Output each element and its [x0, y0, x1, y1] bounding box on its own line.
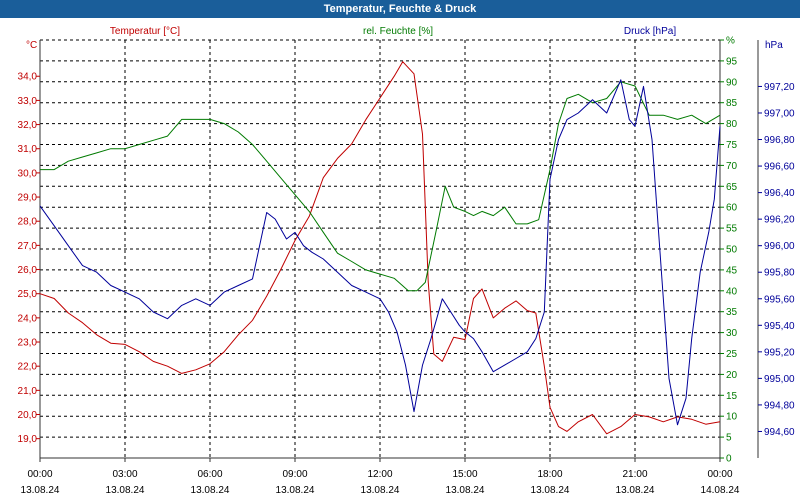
temperature-unit-label: °C — [26, 40, 37, 51]
temperature-tick-label: 25,0 — [18, 289, 38, 300]
humidity-tick-label: 50 — [726, 245, 738, 256]
x-tick-time: 18:00 — [537, 469, 562, 480]
pressure-tick-label: 997,20 — [764, 82, 795, 93]
pressure-tick-label: 994,80 — [764, 400, 795, 411]
temperature-tick-label: 27,0 — [18, 241, 38, 252]
humidity-tick-label: 10 — [726, 412, 738, 423]
humidity-tick-label: 5 — [726, 433, 732, 444]
humidity-tick-label: 85 — [726, 98, 738, 109]
pressure-tick-label: 996,80 — [764, 135, 795, 146]
temperature-tick-label: 29,0 — [18, 193, 38, 204]
humidity-tick-label: 70 — [726, 161, 738, 172]
temperature-tick-label: 32,0 — [18, 120, 38, 131]
pressure-axis-title: Druck [hPa] — [624, 26, 676, 37]
pressure-tick-label: 994,60 — [764, 427, 795, 438]
humidity-tick-label: 15 — [726, 391, 738, 402]
x-tick-date: 13.08.24 — [21, 485, 60, 496]
chart-title: Temperatur, Feuchte & Druck — [0, 0, 800, 18]
series-line-temperature — [39, 61, 721, 435]
humidity-tick-label: 25 — [726, 349, 738, 360]
pressure-tick-label: 996,20 — [764, 215, 795, 226]
axes — [36, 39, 762, 462]
grid — [39, 39, 721, 458]
x-tick-date: 13.08.24 — [191, 485, 230, 496]
x-tick-date: 13.08.24 — [361, 485, 400, 496]
x-tick-time: 06:00 — [197, 469, 222, 480]
temperature-tick-label: 33,0 — [18, 96, 38, 107]
humidity-tick-label: 90 — [726, 77, 738, 88]
pressure-tick-label: 997,00 — [764, 108, 795, 119]
temperature-tick-label: 22,0 — [18, 362, 38, 373]
humidity-tick-label: 0 — [726, 454, 732, 465]
temperature-tick-label: 31,0 — [18, 144, 38, 155]
humidity-tick-label: 45 — [726, 265, 738, 276]
x-tick-time: 09:00 — [282, 469, 307, 480]
temperature-tick-label: 26,0 — [18, 265, 38, 276]
pressure-unit-label: hPa — [765, 40, 783, 51]
axis-labels: 34,0 33,0 32,0 31,0 30,0 29,0 28,0 27,0 26,0 25,0… — [18, 26, 795, 496]
humidity-tick-label: 30 — [726, 328, 738, 339]
temperature-tick-label: 28,0 — [18, 217, 38, 228]
humidity-tick-label: 60 — [726, 203, 738, 214]
humidity-tick-label: 95 — [726, 56, 738, 67]
x-tick-date: 14.08.24 — [701, 485, 740, 496]
temperature-tick-label: 19,0 — [18, 434, 38, 445]
temperature-tick-label: 23,0 — [18, 338, 38, 349]
x-tick-date: 13.08.24 — [616, 485, 655, 496]
x-tick-time: 00:00 — [707, 469, 732, 480]
x-tick-date: 13.08.24 — [106, 485, 145, 496]
x-tick-time: 00:00 — [27, 469, 52, 480]
x-tick-time: 03:00 — [112, 469, 137, 480]
x-tick-date: 13.08.24 — [276, 485, 315, 496]
temperature-tick-label: 30,0 — [18, 168, 38, 179]
x-tick-date: 13.08.24 — [531, 485, 570, 496]
temperature-tick-label: 21,0 — [18, 386, 38, 397]
humidity-tick-label: % — [726, 36, 735, 47]
humidity-tick-label: 40 — [726, 286, 738, 297]
series-line-pressure — [39, 79, 721, 426]
humidity-tick-label: 55 — [726, 224, 738, 235]
x-tick-time: 21:00 — [622, 469, 647, 480]
pressure-tick-label: 995,20 — [764, 347, 795, 358]
x-tick-time: 15:00 — [452, 469, 477, 480]
humidity-tick-label: 65 — [726, 182, 738, 193]
humidity-axis-title: rel. Feuchte [%] — [363, 26, 433, 37]
pressure-tick-label: 996,60 — [764, 162, 795, 173]
pressure-tick-label: 996,40 — [764, 188, 795, 199]
temperature-axis-title: Temperatur [°C] — [110, 26, 180, 37]
pressure-tick-label: 995,00 — [764, 374, 795, 385]
x-tick-time: 12:00 — [367, 469, 392, 480]
temperature-tick-label: 20,0 — [18, 410, 38, 421]
pressure-tick-label: 996,00 — [764, 241, 795, 252]
pressure-tick-label: 995,40 — [764, 321, 795, 332]
pressure-tick-label: 995,60 — [764, 294, 795, 305]
humidity-tick-label: 80 — [726, 119, 738, 130]
humidity-tick-label: 35 — [726, 307, 738, 318]
temperature-tick-label: 24,0 — [18, 313, 38, 324]
temperature-tick-label: 34,0 — [18, 72, 38, 83]
x-tick-date: 13.08.24 — [446, 485, 485, 496]
series — [39, 61, 721, 435]
pressure-tick-label: 995,80 — [764, 268, 795, 279]
humidity-tick-label: 20 — [726, 370, 738, 381]
humidity-tick-label: 75 — [726, 140, 738, 151]
